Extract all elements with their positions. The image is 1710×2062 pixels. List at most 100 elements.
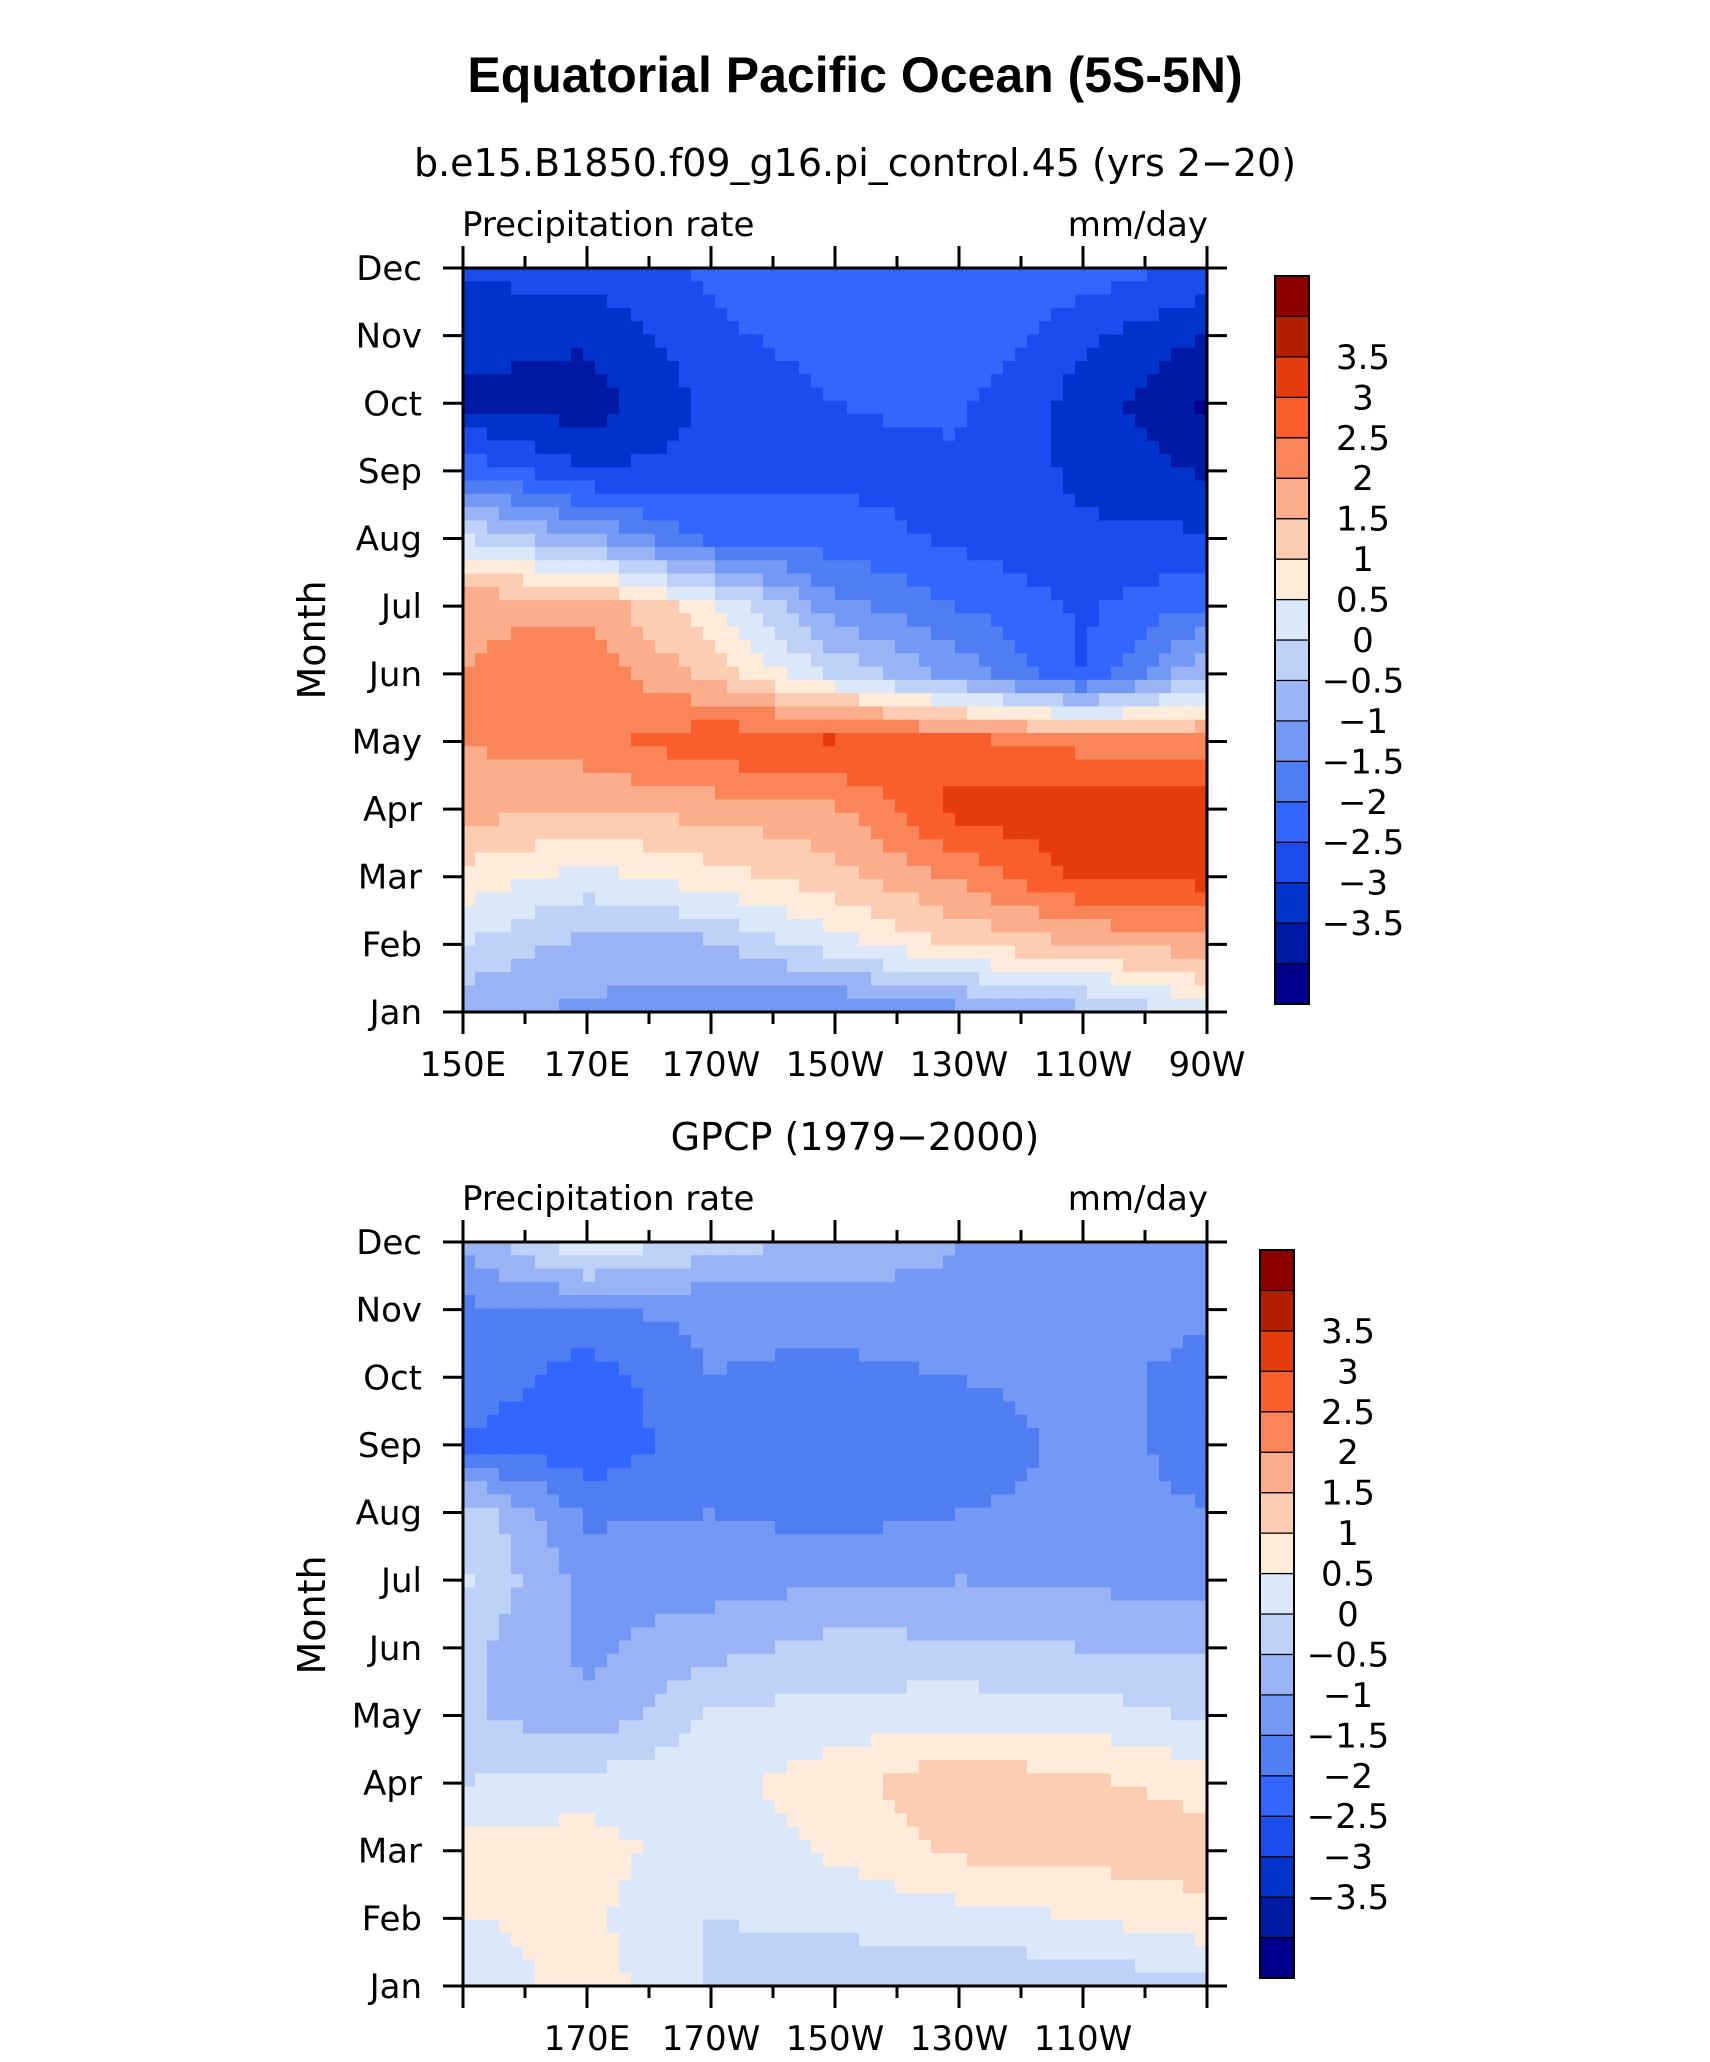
heatmap-cell — [775, 294, 788, 309]
heatmap-cell — [1063, 958, 1076, 973]
heatmap-cell — [871, 733, 884, 747]
heatmap-cell — [547, 1281, 560, 1296]
heatmap-cell — [1015, 1255, 1028, 1270]
heatmap-cell — [751, 1494, 764, 1509]
heatmap-cell — [475, 454, 488, 468]
heatmap-cell — [583, 932, 596, 947]
heatmap-cell — [871, 892, 884, 907]
heatmap-cell — [667, 706, 680, 721]
heatmap-cell — [667, 932, 680, 947]
heatmap-cell — [835, 1494, 848, 1509]
heatmap-cell — [1003, 507, 1016, 522]
heatmap-cell — [1171, 480, 1184, 495]
heatmap-cell — [811, 560, 824, 575]
heatmap-cell — [631, 640, 644, 654]
heatmap-cell — [871, 1242, 884, 1256]
heatmap-cell — [1099, 294, 1112, 309]
heatmap-cell — [667, 307, 680, 322]
heatmap-cell — [1195, 600, 1208, 615]
heatmap-cell — [595, 520, 608, 535]
heatmap-cell — [811, 626, 824, 641]
colorbar-swatch — [1274, 841, 1310, 884]
heatmap-cell — [907, 653, 920, 668]
heatmap-cell — [1183, 1467, 1196, 1482]
heatmap-cell — [1039, 454, 1052, 468]
heatmap-cell — [907, 321, 920, 336]
heatmap-cell — [919, 573, 932, 588]
heatmap-cell — [571, 427, 584, 442]
heatmap-cell — [727, 666, 740, 681]
heatmap-cell — [1051, 958, 1064, 973]
heatmap-cell — [1051, 919, 1064, 933]
heatmap-cell — [967, 1401, 980, 1416]
heatmap-cell — [1075, 812, 1088, 827]
heatmap-cell — [739, 480, 752, 495]
heatmap-cell — [943, 679, 956, 694]
heatmap-cell — [499, 1467, 512, 1482]
heatmap-cell — [1075, 653, 1088, 668]
heatmap-cell — [1183, 839, 1196, 854]
heatmap-cell — [667, 1534, 680, 1549]
heatmap-cell — [955, 1521, 968, 1535]
heatmap-cell — [1027, 1414, 1040, 1429]
heatmap-cell — [727, 786, 740, 801]
heatmap-cell — [775, 1242, 788, 1256]
heatmap-cell — [823, 427, 836, 442]
heatmap-cell — [583, 1521, 596, 1535]
heatmap-cell — [1063, 520, 1076, 535]
heatmap-cell — [979, 653, 992, 668]
heatmap-cell — [883, 719, 896, 734]
heatmap-cell — [763, 879, 776, 894]
heatmap-cell — [979, 1255, 992, 1270]
heatmap-cell — [1171, 985, 1184, 1000]
heatmap-cell — [931, 1268, 944, 1283]
heatmap-cell — [475, 480, 488, 495]
heatmap-cell — [1015, 719, 1028, 734]
heatmap-cell — [751, 1242, 764, 1256]
heatmap-cell — [1075, 719, 1088, 734]
heatmap-cell — [1099, 746, 1112, 761]
heatmap-cell — [703, 759, 716, 774]
heatmap-cell — [1063, 1348, 1076, 1363]
heatmap-cell — [991, 493, 1004, 508]
heatmap-cell — [787, 1255, 800, 1270]
heatmap-cell — [559, 467, 572, 482]
heatmap-cell — [811, 759, 824, 774]
heatmap-cell — [823, 1281, 836, 1296]
heatmap-cell — [811, 865, 824, 880]
heatmap-cell — [895, 507, 908, 522]
heatmap-cell — [979, 467, 992, 482]
heatmap-cell — [643, 1428, 656, 1442]
heatmap-cell — [607, 374, 620, 389]
heatmap-cell — [475, 414, 488, 429]
heatmap-cell — [931, 294, 944, 309]
heatmap-cell — [547, 972, 560, 987]
heatmap-cell — [715, 972, 728, 987]
heatmap-cell — [1027, 1521, 1040, 1535]
heatmap-cell — [979, 826, 992, 840]
heatmap-cell — [679, 281, 692, 296]
heatmap-cell — [955, 400, 968, 415]
heatmap-cell — [883, 879, 896, 894]
heatmap-cell — [931, 1335, 944, 1349]
heatmap-cell — [763, 985, 776, 1000]
heatmap-cell — [511, 361, 524, 375]
heatmap-cell — [799, 706, 812, 721]
heatmap-cell — [595, 1454, 608, 1469]
heatmap-cell — [859, 1494, 872, 1509]
heatmap-cell — [943, 905, 956, 920]
heatmap-cell — [943, 865, 956, 880]
heatmap-cell — [1171, 613, 1184, 628]
heatmap-cell — [763, 600, 776, 615]
heatmap-cell — [595, 1494, 608, 1509]
heatmap-cell — [1015, 693, 1028, 708]
heatmap-cell — [559, 1534, 572, 1549]
heatmap-cell — [595, 799, 608, 814]
heatmap-cell — [523, 374, 536, 389]
heatmap-cell — [475, 879, 488, 894]
heatmap-cell — [487, 653, 500, 668]
heatmap-cell — [1051, 480, 1064, 495]
heatmap-cell — [955, 334, 968, 349]
heatmap-cell — [823, 640, 836, 654]
heatmap-cell — [1027, 600, 1040, 615]
